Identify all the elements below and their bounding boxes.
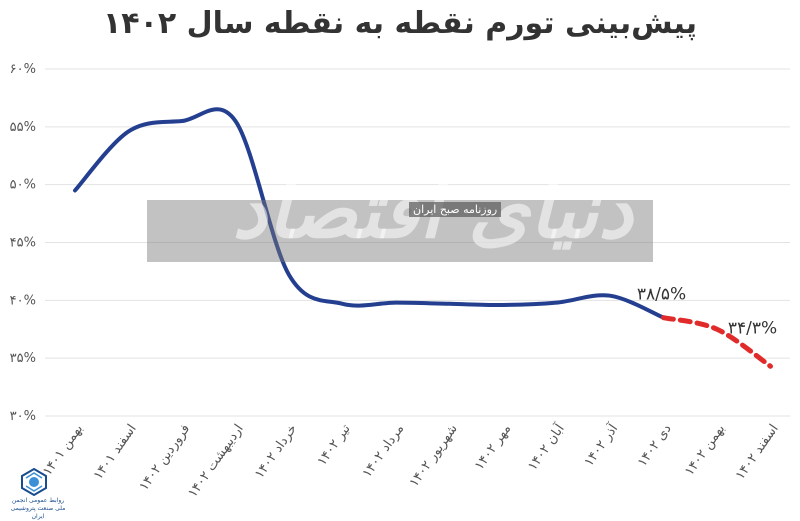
x-tick-label: آبان ۱۴۰۲ [524,419,569,473]
x-tick-label: مرداد ۱۴۰۲ [360,422,408,481]
watermark-subtitle: روزنامه صبح ایران [409,202,501,217]
x-tick-label: شهریور ۱۴۰۲ [407,422,461,490]
x-tick-label: بهمن ۱۴۰۲ [682,422,728,479]
x-tick-label: خرداد ۱۴۰۲ [252,422,300,482]
y-tick-label: ۵۵% [10,120,36,135]
petrochemical-association-logo-icon [20,468,48,496]
data-label: ۳۴/۳% [728,318,777,338]
x-tick-label: اسفند ۱۴۰۱ [91,422,140,483]
watermark-banner: دنیای اقتصاد روزنامه صبح ایران [147,200,653,262]
x-tick-label: اسفند ۱۴۰۲ [733,422,782,483]
x-tick-label: اردیبهشت ۱۴۰۲ [185,422,246,501]
y-tick-label: ۳۵% [10,351,36,366]
data-label: ۳۸/۵% [637,285,686,305]
y-tick-label: ۴۵% [10,236,36,251]
association-logo: روابط عمومی انجمن ملی صنعت پتروشیمی ایرا… [6,468,70,516]
association-name: روابط عمومی انجمن ملی صنعت پتروشیمی ایرا… [6,497,70,521]
x-tick-label: آذر ۱۴۰۲ [580,419,622,469]
chart-title: پیش‌بینی تورم نقطه به نقطه سال ۱۴۰۲ [0,6,800,41]
x-tick-label: دی ۱۴۰۲ [635,422,675,470]
x-tick-label: مهر ۱۴۰۲ [472,422,514,473]
x-tick-label: تیر ۱۴۰۲ [315,421,354,468]
x-tick-label: فروردین ۱۴۰۲ [137,422,194,494]
y-tick-label: ۵۰% [10,178,36,193]
y-tick-label: ۳۰% [10,409,36,424]
y-tick-label: ۶۰% [10,62,36,77]
y-tick-label: ۴۰% [10,293,36,308]
